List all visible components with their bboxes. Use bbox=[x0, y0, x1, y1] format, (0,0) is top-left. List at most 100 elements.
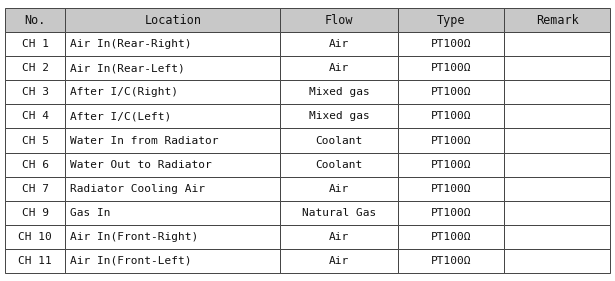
Bar bbox=[399, 8, 504, 32]
Bar bbox=[5, 153, 65, 176]
Text: PT100Ω: PT100Ω bbox=[431, 112, 472, 121]
Bar bbox=[65, 153, 280, 176]
Text: Air: Air bbox=[329, 232, 349, 242]
Bar bbox=[5, 32, 65, 56]
Bar bbox=[65, 201, 280, 225]
Text: After I/C(Right): After I/C(Right) bbox=[70, 87, 178, 98]
Bar bbox=[399, 176, 504, 201]
Text: CH 3: CH 3 bbox=[22, 87, 49, 98]
Text: Coolant: Coolant bbox=[315, 160, 363, 169]
Bar bbox=[65, 56, 280, 80]
Bar bbox=[5, 249, 65, 273]
Text: Air: Air bbox=[329, 183, 349, 194]
Text: Air In(Front-Right): Air In(Front-Right) bbox=[70, 232, 199, 242]
Bar bbox=[504, 153, 610, 176]
Text: Air In(Rear-Left): Air In(Rear-Left) bbox=[70, 64, 185, 73]
Bar bbox=[280, 225, 399, 249]
Bar bbox=[5, 128, 65, 153]
Bar bbox=[280, 32, 399, 56]
Text: Location: Location bbox=[145, 14, 201, 27]
Text: Air In(Rear-Right): Air In(Rear-Right) bbox=[70, 39, 192, 49]
Text: CH 7: CH 7 bbox=[22, 183, 49, 194]
Text: CH 9: CH 9 bbox=[22, 208, 49, 217]
Text: PT100Ω: PT100Ω bbox=[431, 135, 472, 146]
Bar bbox=[504, 56, 610, 80]
Text: Radiator Cooling Air: Radiator Cooling Air bbox=[70, 183, 205, 194]
Bar bbox=[280, 201, 399, 225]
Bar bbox=[280, 56, 399, 80]
Bar bbox=[399, 32, 504, 56]
Text: No.: No. bbox=[25, 14, 46, 27]
Text: Water Out to Radiator: Water Out to Radiator bbox=[70, 160, 212, 169]
Text: PT100Ω: PT100Ω bbox=[431, 64, 472, 73]
Text: After I/C(Left): After I/C(Left) bbox=[70, 112, 172, 121]
Bar bbox=[65, 8, 280, 32]
Bar bbox=[504, 176, 610, 201]
Text: Remark: Remark bbox=[536, 14, 579, 27]
Bar bbox=[399, 80, 504, 105]
Bar bbox=[280, 105, 399, 128]
Bar bbox=[65, 105, 280, 128]
Bar bbox=[280, 249, 399, 273]
Bar bbox=[65, 249, 280, 273]
Text: CH 5: CH 5 bbox=[22, 135, 49, 146]
Text: PT100Ω: PT100Ω bbox=[431, 39, 472, 49]
Bar bbox=[65, 80, 280, 105]
Bar bbox=[280, 8, 399, 32]
Bar bbox=[399, 128, 504, 153]
Bar bbox=[399, 201, 504, 225]
Bar bbox=[504, 105, 610, 128]
Bar bbox=[399, 56, 504, 80]
Bar bbox=[280, 153, 399, 176]
Text: CH 4: CH 4 bbox=[22, 112, 49, 121]
Bar bbox=[5, 105, 65, 128]
Bar bbox=[65, 176, 280, 201]
Text: PT100Ω: PT100Ω bbox=[431, 87, 472, 98]
Bar bbox=[5, 8, 65, 32]
Bar bbox=[5, 176, 65, 201]
Bar bbox=[5, 56, 65, 80]
Bar bbox=[399, 153, 504, 176]
Bar bbox=[65, 128, 280, 153]
Bar bbox=[504, 8, 610, 32]
Text: PT100Ω: PT100Ω bbox=[431, 208, 472, 217]
Text: CH 6: CH 6 bbox=[22, 160, 49, 169]
Bar bbox=[504, 80, 610, 105]
Text: Air: Air bbox=[329, 64, 349, 73]
Bar bbox=[65, 225, 280, 249]
Bar bbox=[5, 201, 65, 225]
Text: Coolant: Coolant bbox=[315, 135, 363, 146]
Bar bbox=[504, 249, 610, 273]
Bar bbox=[504, 201, 610, 225]
Bar bbox=[399, 249, 504, 273]
Text: Gas In: Gas In bbox=[70, 208, 111, 217]
Bar bbox=[504, 32, 610, 56]
Text: PT100Ω: PT100Ω bbox=[431, 183, 472, 194]
Text: Type: Type bbox=[437, 14, 466, 27]
Text: Mixed gas: Mixed gas bbox=[309, 87, 370, 98]
Text: Air In(Front-Left): Air In(Front-Left) bbox=[70, 255, 192, 266]
Text: Air: Air bbox=[329, 255, 349, 266]
Text: Flow: Flow bbox=[325, 14, 354, 27]
Bar bbox=[280, 176, 399, 201]
Bar bbox=[504, 128, 610, 153]
Text: PT100Ω: PT100Ω bbox=[431, 255, 472, 266]
Text: Mixed gas: Mixed gas bbox=[309, 112, 370, 121]
Text: CH 1: CH 1 bbox=[22, 39, 49, 49]
Bar bbox=[5, 225, 65, 249]
Bar bbox=[65, 32, 280, 56]
Bar bbox=[280, 80, 399, 105]
Text: Water In from Radiator: Water In from Radiator bbox=[70, 135, 219, 146]
Bar bbox=[399, 225, 504, 249]
Bar bbox=[504, 225, 610, 249]
Text: Air: Air bbox=[329, 39, 349, 49]
Bar bbox=[5, 80, 65, 105]
Text: PT100Ω: PT100Ω bbox=[431, 160, 472, 169]
Text: PT100Ω: PT100Ω bbox=[431, 232, 472, 242]
Text: Natural Gas: Natural Gas bbox=[302, 208, 376, 217]
Text: CH 11: CH 11 bbox=[18, 255, 52, 266]
Text: CH 10: CH 10 bbox=[18, 232, 52, 242]
Bar bbox=[280, 128, 399, 153]
Bar bbox=[399, 105, 504, 128]
Text: CH 2: CH 2 bbox=[22, 64, 49, 73]
